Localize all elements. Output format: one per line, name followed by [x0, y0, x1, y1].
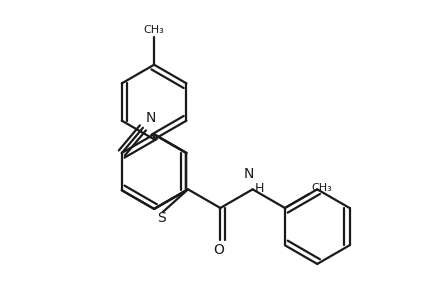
Text: N: N — [146, 111, 156, 125]
Text: O: O — [213, 243, 223, 257]
Text: H: H — [254, 182, 263, 195]
Text: CH₃: CH₃ — [311, 183, 331, 193]
Text: S: S — [157, 211, 165, 225]
Text: CH₃: CH₃ — [144, 25, 164, 35]
Text: N: N — [243, 168, 253, 181]
